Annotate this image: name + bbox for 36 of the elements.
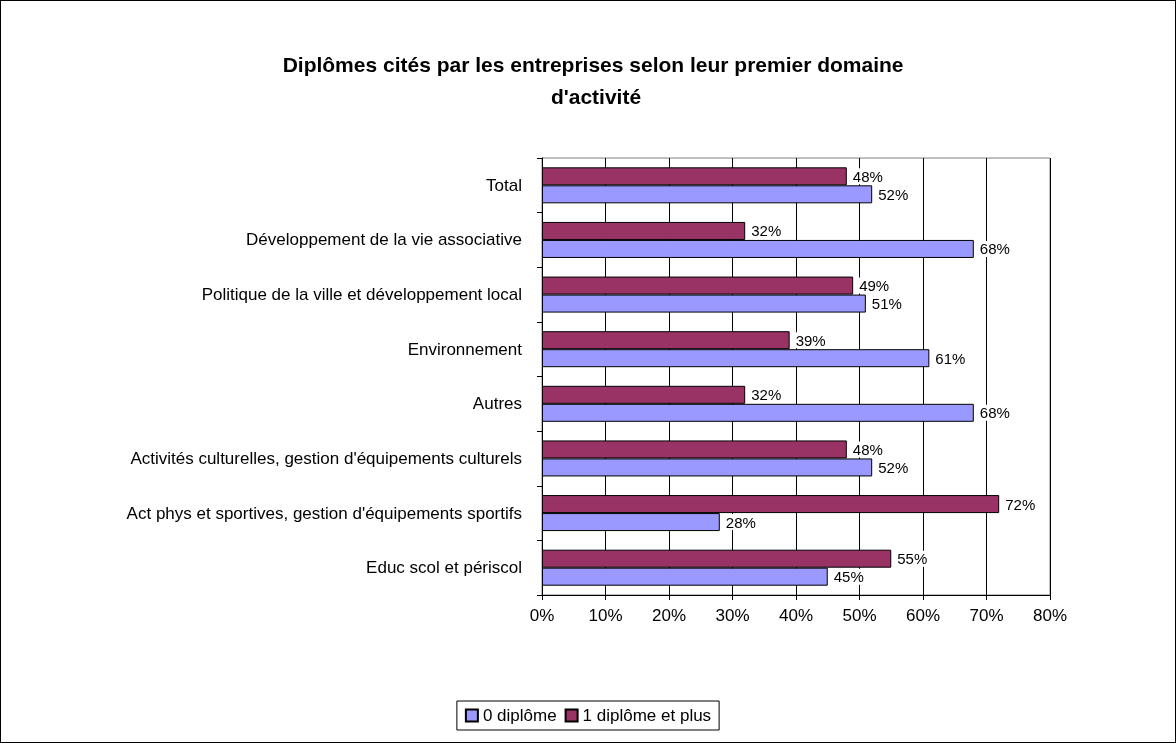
y-tick-label: Autres bbox=[472, 394, 522, 414]
data-label: 52% bbox=[878, 458, 909, 476]
y-tick-label: Act phys et sportives, gestion d'équipements sportifs bbox=[126, 503, 522, 523]
data-label: 48% bbox=[852, 440, 883, 458]
x-tick-label: 30% bbox=[715, 606, 750, 625]
data-label: 52% bbox=[878, 185, 909, 203]
legend-label: 1 diplôme et plus bbox=[582, 706, 712, 725]
data-label: 45% bbox=[833, 568, 864, 586]
y-tick-label: Environnement bbox=[407, 339, 523, 359]
data-label: 49% bbox=[859, 277, 890, 295]
x-tick-label: 60% bbox=[905, 606, 941, 625]
x-tick-label: 70% bbox=[969, 606, 1004, 625]
x-tick-label: 40% bbox=[778, 606, 814, 625]
x-tick-label: 10% bbox=[588, 606, 623, 625]
x-tick-label: 80% bbox=[1032, 606, 1068, 625]
data-label: 32% bbox=[751, 222, 782, 240]
data-label: 61% bbox=[935, 349, 966, 367]
data-label: 55% bbox=[897, 550, 928, 568]
legend-label: 0 diplôme bbox=[482, 706, 557, 725]
chart-title: Diplômes cités par les entreprises selon leur premier domaine d'activité bbox=[282, 52, 910, 108]
data-label: 68% bbox=[979, 404, 1010, 422]
data-label: 32% bbox=[751, 386, 782, 404]
data-label: 48% bbox=[852, 167, 883, 185]
x-tick-label: 20% bbox=[651, 606, 687, 625]
data-label: 39% bbox=[795, 331, 826, 349]
data-label: 51% bbox=[871, 295, 902, 313]
y-tick-label: Total bbox=[486, 175, 522, 195]
data-label: 68% bbox=[979, 240, 1010, 258]
data-label: 72% bbox=[1005, 495, 1036, 513]
y-tick-label: Développement de la vie associative bbox=[246, 230, 522, 250]
y-tick-label: Activités culturelles, gestion d'équipements culturels bbox=[130, 448, 522, 468]
x-tick-label: 0% bbox=[529, 606, 555, 625]
x-tick-label: 50% bbox=[842, 606, 877, 625]
data-label: 28% bbox=[725, 513, 756, 531]
y-tick-label: Politique de la ville et développement local bbox=[201, 285, 522, 305]
y-tick-label: Educ scol et périscol bbox=[366, 558, 522, 578]
